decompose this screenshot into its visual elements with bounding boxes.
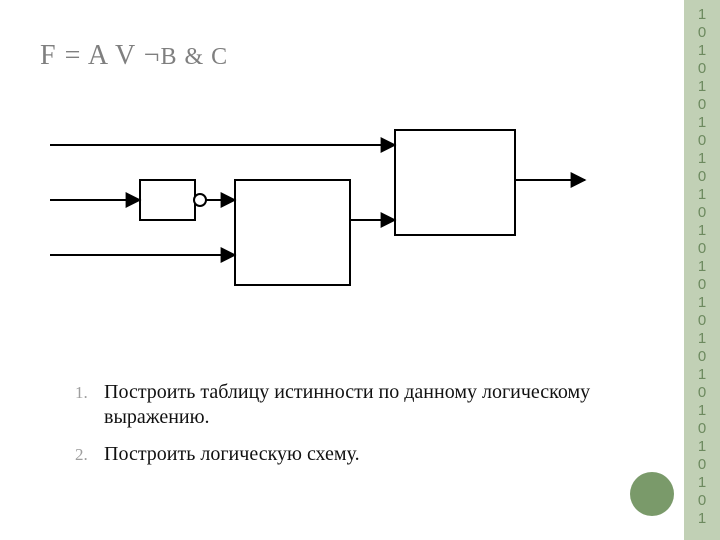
sidebar-digit: 0 (698, 24, 706, 42)
sidebar-digit: 1 (698, 258, 706, 276)
title-prefix: F = A V ¬ (40, 40, 161, 71)
sidebar-digit: 1 (698, 402, 706, 420)
sidebar-digit: 1 (698, 294, 706, 312)
task-item: Построить логическую схему. (92, 442, 608, 467)
sidebar-digit: 0 (698, 312, 706, 330)
title-suffix: B & C (161, 44, 229, 70)
sidebar-digit: 0 (698, 276, 706, 294)
sidebar-digit: 1 (698, 474, 706, 492)
sidebar-digit: 1 (698, 366, 706, 384)
page-title: F = A V ¬B & C (40, 40, 228, 72)
sidebar-digit: 0 (698, 492, 706, 510)
sidebar-digit: 1 (698, 114, 706, 132)
sidebar-digit: 0 (698, 168, 706, 186)
sidebar-digit: 1 (698, 42, 706, 60)
sidebar-digit: 1 (698, 186, 706, 204)
gate-and (235, 180, 350, 285)
gate-or (395, 130, 515, 235)
sidebar-digit: 1 (698, 330, 706, 348)
accent-circle (630, 472, 674, 516)
sidebar-digit: 1 (698, 150, 706, 168)
task-list: Построить таблицу истинности по данному … (48, 380, 608, 479)
task-item: Построить таблицу истинности по данному … (92, 380, 608, 430)
sidebar-digit: 0 (698, 96, 706, 114)
sidebar-digit: 0 (698, 456, 706, 474)
sidebar-digit: 0 (698, 240, 706, 258)
sidebar-digit: 1 (698, 78, 706, 96)
sidebar-digit: 0 (698, 348, 706, 366)
sidebar-digit: 1 (698, 222, 706, 240)
sidebar-digit: 0 (698, 384, 706, 402)
sidebar-digit: 0 (698, 60, 706, 78)
task-text: Построить логическую схему. (104, 443, 360, 465)
sidebar-digit: 0 (698, 132, 706, 150)
sidebar-digit: 1 (698, 510, 706, 528)
sidebar-digit: 0 (698, 204, 706, 222)
sidebar-digit: 1 (698, 438, 706, 456)
logic-circuit-diagram (40, 120, 600, 340)
gate-not (140, 180, 195, 220)
sidebar-digit: 1 (698, 6, 706, 24)
diagram-svg (40, 120, 600, 340)
task-text: Построить таблицу истинности по данному … (104, 381, 590, 428)
sidebar-digit: 0 (698, 420, 706, 438)
not-bubble (194, 194, 206, 206)
binary-sidebar: 10101010101010101010101010101 (684, 0, 720, 540)
